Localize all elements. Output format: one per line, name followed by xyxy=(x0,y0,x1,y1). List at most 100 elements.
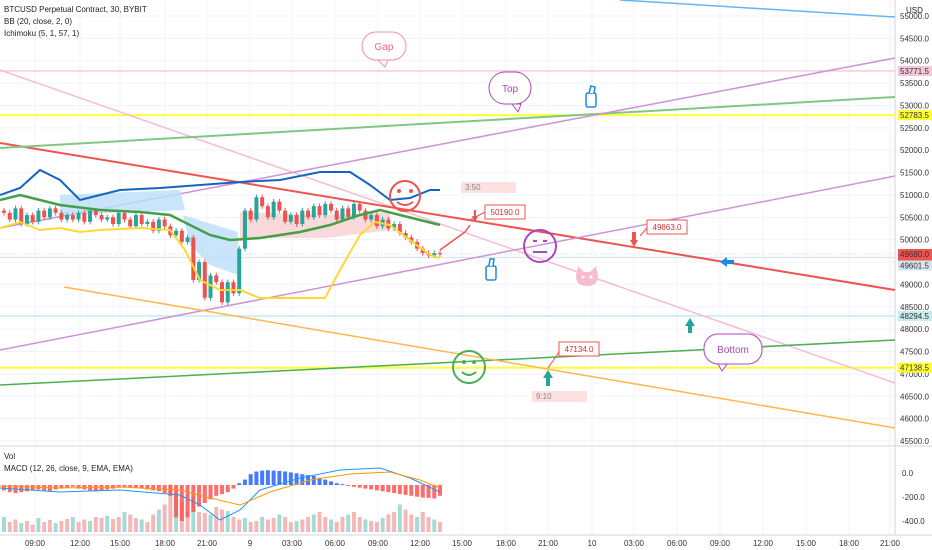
cloud-blue-low xyxy=(183,215,238,275)
macd-tick: 0.0 xyxy=(902,469,914,478)
macd-histogram-bar xyxy=(139,485,144,489)
time-tick: 18:00 xyxy=(839,539,860,548)
candle-body xyxy=(191,237,196,280)
volume-bar xyxy=(145,522,150,532)
callout-50190-label: 50190.0 xyxy=(491,208,520,217)
volume-bar xyxy=(329,519,333,532)
candle-body xyxy=(363,210,368,220)
time-box-910[interactable]: 9:10 xyxy=(532,391,587,402)
price-tag-label: 49680.0 xyxy=(900,250,929,259)
time-tick: 9 xyxy=(248,539,253,548)
price-tick: 55000.0 xyxy=(900,12,929,21)
macd-histogram-bar xyxy=(432,485,437,499)
candle-body xyxy=(271,201,276,218)
candle-body xyxy=(248,210,253,220)
price-callout-50190[interactable]: 50190.0 xyxy=(484,204,526,220)
price-tick: 48000.0 xyxy=(900,325,929,334)
down-arrow-icon[interactable] xyxy=(630,232,638,247)
price-callout-49863[interactable]: 49863.0 xyxy=(646,219,688,235)
bottom-label: Bottom xyxy=(717,345,749,356)
macd-histogram-bar xyxy=(2,485,6,491)
candle-body xyxy=(311,206,316,218)
volume-bar xyxy=(139,519,144,532)
candle-body xyxy=(76,212,81,220)
volume-bar xyxy=(225,511,230,532)
candle-body xyxy=(294,215,299,225)
time-tick: 21:00 xyxy=(197,539,218,548)
time-box-350[interactable]: 3:50 xyxy=(461,182,516,193)
candle-body xyxy=(225,282,230,303)
macd-tick: -400.0 xyxy=(902,517,925,526)
macd-line xyxy=(0,467,441,521)
bottom-callout[interactable]: Bottom xyxy=(703,333,763,372)
volume-bar xyxy=(88,521,93,532)
macd-histogram-bar xyxy=(133,485,138,488)
candle-body xyxy=(93,210,98,216)
macd-histogram-bar xyxy=(300,474,305,485)
price-tag-label: 49601.5 xyxy=(900,262,929,271)
price-tag-label: 47138.5 xyxy=(900,364,929,373)
macd-histogram-bar xyxy=(76,485,81,489)
volume-bar xyxy=(7,522,12,532)
price-tick: 45500.0 xyxy=(900,437,929,446)
volume-bar xyxy=(438,522,442,532)
candle-body xyxy=(99,215,104,220)
candle-body xyxy=(265,206,270,218)
price-tag xyxy=(898,110,932,121)
price-tick: 49000.0 xyxy=(900,280,929,289)
time-tick: 06:00 xyxy=(667,539,688,548)
macd-histogram-bar xyxy=(220,485,224,494)
volume-bar xyxy=(237,519,242,532)
price-tick: 51500.0 xyxy=(900,169,929,178)
pointing-hand-icon[interactable] xyxy=(485,258,497,281)
macd-histogram-bar xyxy=(340,484,345,486)
gap-callout[interactable]: Gap xyxy=(361,31,407,68)
time-tick: 15:00 xyxy=(452,539,473,548)
time-tick: 09:00 xyxy=(25,539,46,548)
candle-body xyxy=(162,219,167,227)
thumbs-up-icon[interactable] xyxy=(585,85,597,108)
down-arrow-icon[interactable] xyxy=(472,210,478,222)
macd-histogram-bar xyxy=(329,481,333,485)
volume-bar xyxy=(111,519,115,532)
price-tick: 47000.0 xyxy=(900,370,929,379)
neutral-face-icon[interactable] xyxy=(523,229,557,263)
volume-bar xyxy=(156,509,161,532)
candle-body xyxy=(202,262,207,298)
time-tick: 21:00 xyxy=(880,539,901,548)
volume-bar xyxy=(185,512,190,532)
left-arrow-icon[interactable] xyxy=(720,257,734,267)
candle-body xyxy=(111,217,115,225)
smile-face-icon[interactable] xyxy=(452,350,486,384)
angry-face-icon[interactable] xyxy=(389,180,421,212)
volume-bar xyxy=(369,521,374,532)
macd-histogram-bar xyxy=(122,485,127,487)
candle-body xyxy=(351,203,356,218)
macd-histogram-bar xyxy=(346,485,351,486)
volume-bar xyxy=(59,521,64,532)
cat-icon[interactable] xyxy=(576,266,598,286)
time-tick: 06:00 xyxy=(325,539,346,548)
macd-histogram-bar xyxy=(369,485,374,490)
macd-histogram-bar xyxy=(116,485,121,488)
up-arrow-icon[interactable] xyxy=(685,318,695,333)
candle-body xyxy=(30,215,35,222)
volume-bar xyxy=(254,521,259,532)
candle-body xyxy=(42,210,47,218)
macd-histogram-bar xyxy=(30,485,35,491)
price-tag xyxy=(898,310,932,321)
top-callout[interactable]: Top xyxy=(488,71,532,114)
macd-histogram-bar xyxy=(283,471,288,485)
candle-body xyxy=(397,224,402,233)
volume-bar xyxy=(133,518,138,532)
currency-label: USD xyxy=(906,6,923,15)
up-arrow-icon[interactable] xyxy=(543,370,553,386)
callout-47134-label: 47134.0 xyxy=(565,345,594,354)
volume-bar xyxy=(248,522,253,532)
macd-pane xyxy=(0,467,442,532)
price-callout-47134[interactable]: 47134.0 xyxy=(558,341,600,357)
candle-body xyxy=(438,253,442,255)
candle-body xyxy=(128,219,133,227)
